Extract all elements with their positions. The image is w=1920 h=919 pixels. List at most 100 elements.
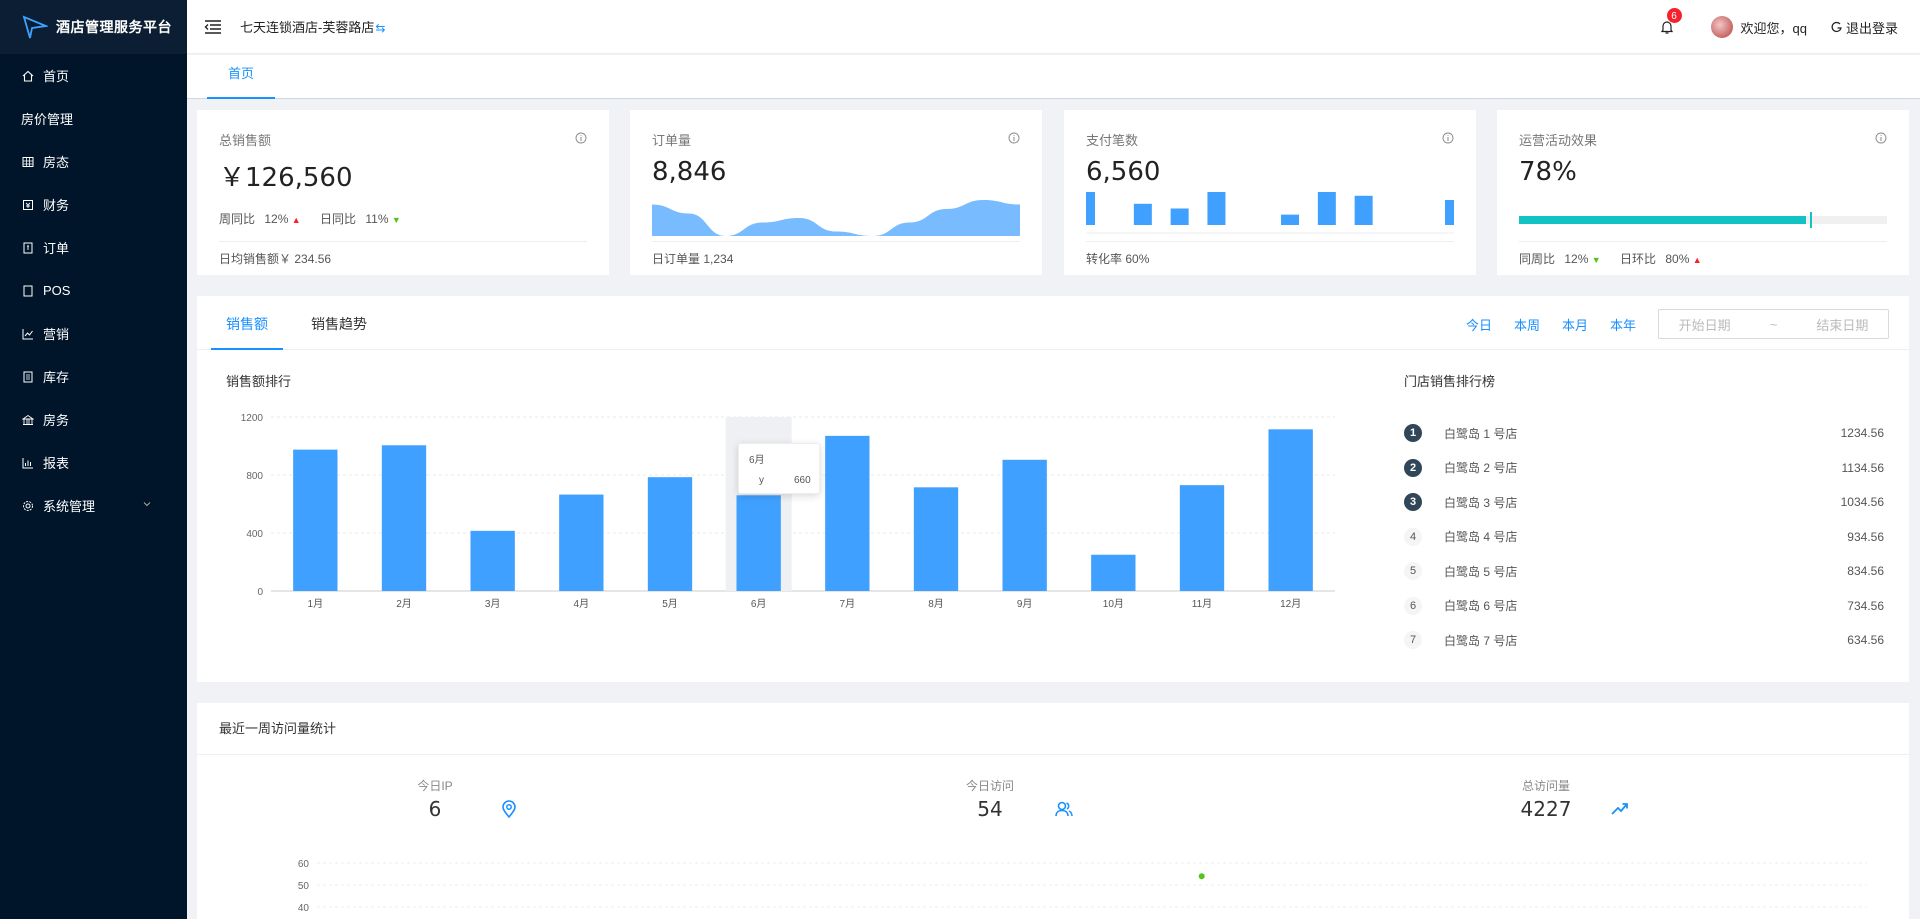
store-name: 白鹭岛 5 号店 [1444, 564, 1518, 579]
list-item[interactable]: 7 白鹭岛 7 号店 634.56 [1404, 623, 1884, 658]
store-name: 白鹭岛 7 号店 [1444, 633, 1518, 648]
store-sales: 834.56 [1847, 564, 1884, 579]
menu-fold-icon[interactable] [204, 18, 222, 36]
date-separator: ~ [1769, 316, 1778, 332]
range-today[interactable]: 今日 [1465, 317, 1492, 333]
bar [736, 495, 781, 591]
week-compare-label: 周同比 [219, 212, 256, 226]
rank-number: 2 [1404, 458, 1422, 477]
sidebar-item-finance[interactable]: 财务 [0, 183, 187, 226]
sidebar-item-label: 财务 [43, 198, 70, 213]
progress-fill [1519, 216, 1807, 224]
week-compare-value: 12% [264, 212, 289, 226]
list-item[interactable]: 5 白鹭岛 5 号店 834.56 [1404, 554, 1884, 589]
footer-value: 60% [1125, 252, 1150, 266]
top-header: 七天连锁酒店-芙蓉路店⇆ 6 欢迎您，qq 退出登录 [187, 0, 1920, 54]
sidebar-item-label: 房态 [43, 155, 70, 170]
trend-up-icon [1611, 803, 1628, 815]
tab-sales-trend[interactable]: 销售趋势 [311, 316, 367, 332]
bar [1445, 200, 1454, 225]
caret-down-icon: ▼ [391, 215, 401, 225]
info-icon[interactable] [1875, 132, 1887, 144]
sidebar-item-marketing[interactable]: 营销 [0, 312, 187, 355]
switch-hotel-icon[interactable]: ⇆ [375, 21, 386, 35]
logout-button[interactable]: 退出登录 [1831, 18, 1898, 37]
bar [1170, 208, 1189, 225]
list-item[interactable]: 4 白鹭岛 4 号店 934.56 [1404, 520, 1884, 555]
notification-bell[interactable]: 6 [1659, 7, 1683, 35]
bar [1268, 429, 1313, 591]
sidebar-item-room-price[interactable]: 房价管理 [0, 97, 187, 140]
house-icon [22, 414, 34, 426]
end-date-input[interactable]: 结束日期 [1816, 317, 1869, 333]
home-icon [22, 70, 34, 82]
range-year[interactable]: 本年 [1609, 317, 1636, 333]
sidebar-item-home[interactable]: 首页 [0, 54, 187, 97]
stat-today-visits: 今日访问 54 [955, 777, 1025, 821]
operations-progress [1519, 212, 1887, 228]
sidebar-item-housekeeping[interactable]: 房务 [0, 398, 187, 441]
sidebar-item-pos[interactable]: POS [0, 269, 187, 312]
header-right: 6 欢迎您，qq 退出登录 [1659, 0, 1898, 54]
sidebar-item-system[interactable]: 系统管理 [0, 484, 187, 527]
tab-home[interactable]: 首页 [207, 55, 275, 99]
caret-down-icon: ▼ [1591, 255, 1601, 265]
info-icon[interactable] [1008, 132, 1020, 144]
rank-number: 1 [1404, 424, 1422, 443]
gear-icon [22, 500, 34, 512]
store-sales: 934.56 [1847, 529, 1884, 544]
info-icon[interactable] [1442, 132, 1454, 144]
list-item[interactable]: 2 白鹭岛 2 号店 1134.56 [1404, 451, 1884, 486]
sidebar-item-label: 库存 [43, 370, 70, 385]
avatar[interactable] [1710, 16, 1733, 38]
sidebar: 酒店管理服务平台 首页 房价管理 房态 财务 订单 POS 营销 [0, 0, 187, 919]
x-tick-label: 1月 [308, 598, 324, 610]
date-range-picker[interactable]: 开始日期 ~ 结束日期 [1658, 309, 1889, 339]
sidebar-item-reports[interactable]: 报表 [0, 441, 187, 484]
list-item[interactable]: 1 白鹭岛 1 号店 1234.56 [1404, 416, 1884, 451]
sidebar-item-room-status[interactable]: 房态 [0, 140, 187, 183]
list-item[interactable]: 3 白鹭岛 3 号店 1034.56 [1404, 485, 1884, 520]
hotel-name[interactable]: 七天连锁酒店-芙蓉路店⇆ [240, 17, 385, 36]
sidebar-item-label: 系统管理 [43, 499, 96, 514]
tab-sales[interactable]: 销售额 [211, 296, 283, 350]
sidebar-item-inventory[interactable]: 库存 [0, 355, 187, 398]
x-tick-label: 12月 [1280, 598, 1301, 610]
store-name: 白鹭岛 6 号店 [1444, 599, 1518, 614]
logo[interactable]: 酒店管理服务平台 [0, 0, 187, 54]
card-footer: 转化率 60% [1086, 241, 1454, 267]
card-title: 订单量 [652, 133, 692, 148]
finance-icon [22, 199, 34, 211]
x-tick-label: 8月 [928, 598, 944, 610]
bar [1207, 192, 1226, 225]
sidebar-item-label: 房务 [43, 413, 70, 428]
card-footer: 日订单量 1,234 [652, 241, 1020, 267]
range-month[interactable]: 本月 [1561, 317, 1588, 333]
visit-stats-panel: 最近一周访问量统计 今日IP 6 今日访问 54 总访问量 4227 40 50 6… [197, 703, 1909, 919]
start-date-input[interactable]: 开始日期 [1678, 317, 1731, 333]
card-operations: 运营活动效果 78% 同周比 12% ▼ 日环比 80% ▲ [1497, 110, 1909, 275]
date-range-selector: 今日 本周 本月 本年 开始日期 ~ 结束日期 [1466, 309, 1889, 339]
sidebar-item-label: 首页 [43, 69, 70, 84]
card-title: 支付笔数 [1086, 133, 1139, 148]
x-tick-label: 6月 [751, 598, 767, 610]
info-icon[interactable] [575, 132, 587, 144]
x-tick-label: 4月 [574, 598, 590, 610]
sidebar-item-label: POS [43, 283, 71, 298]
footer-label: 日订单量 [652, 252, 701, 266]
x-tick-label: 11月 [1192, 598, 1212, 610]
store-sales: 1034.56 [1840, 495, 1884, 510]
hotel-name-text: 七天连锁酒店-芙蓉路店 [240, 20, 375, 35]
chevron-down-icon [143, 502, 151, 507]
list-item[interactable]: 6 白鹭岛 6 号店 734.56 [1404, 589, 1884, 624]
sidebar-item-order[interactable]: 订单 [0, 226, 187, 269]
card-value: ￥126,560 [219, 163, 353, 193]
notification-badge: 6 [1665, 7, 1683, 24]
logout-icon [1831, 21, 1842, 32]
stat-label: 今日访问 [965, 779, 1014, 793]
range-week[interactable]: 本周 [1513, 317, 1540, 333]
visits-title: 最近一周访问量统计 [197, 703, 1909, 755]
bar [647, 477, 693, 591]
bar [1179, 485, 1225, 591]
day-compare-value: 11% [365, 212, 389, 226]
